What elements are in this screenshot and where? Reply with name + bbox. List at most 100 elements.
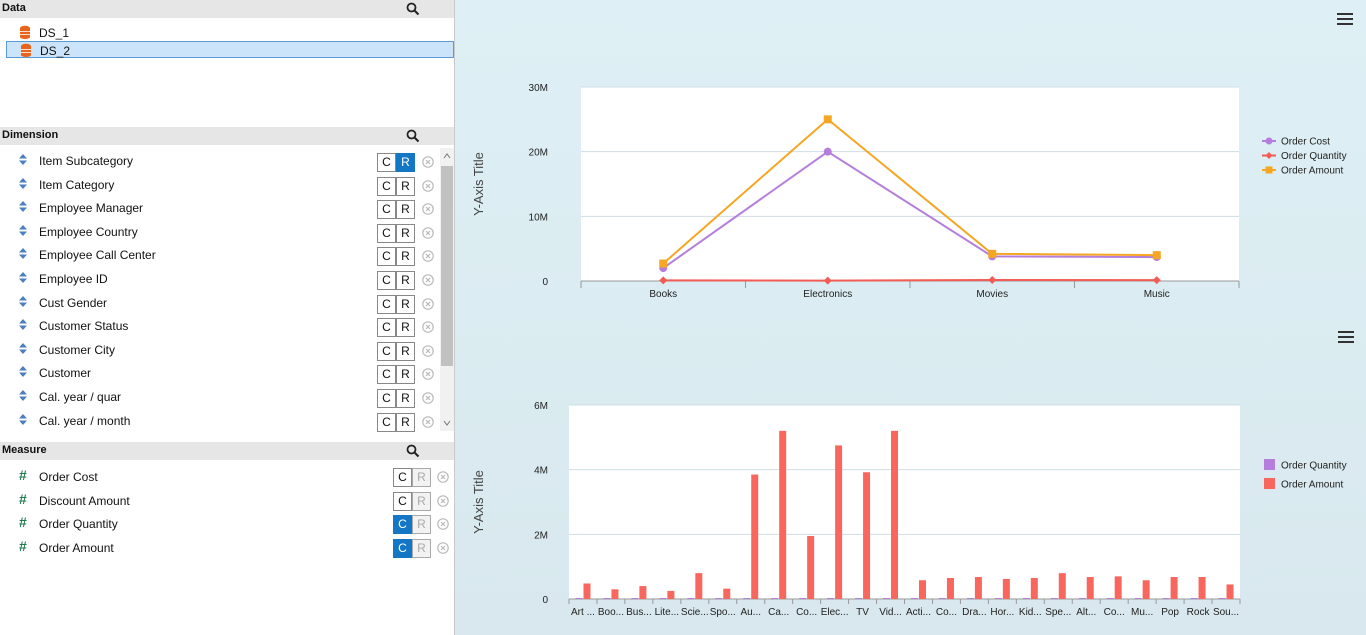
remove-icon[interactable] bbox=[437, 471, 449, 483]
measure-item[interactable]: # Order Amount C R bbox=[0, 537, 454, 560]
dataset-item[interactable]: DS_1 bbox=[6, 24, 454, 41]
bar[interactable] bbox=[863, 472, 871, 599]
bar[interactable] bbox=[994, 598, 1002, 599]
data-point[interactable] bbox=[823, 147, 832, 156]
dimension-item[interactable]: Employee ID C R bbox=[0, 269, 440, 292]
measure-item[interactable]: # Discount Amount C R bbox=[0, 490, 454, 513]
bar[interactable] bbox=[603, 598, 611, 599]
bar[interactable] bbox=[883, 598, 891, 599]
bar[interactable] bbox=[1142, 580, 1150, 599]
bar[interactable] bbox=[1058, 573, 1066, 599]
chart-menu-icon[interactable] bbox=[1337, 12, 1353, 26]
row-toggle-button[interactable]: R bbox=[396, 341, 415, 361]
remove-icon[interactable] bbox=[437, 541, 449, 554]
sort-icon[interactable] bbox=[18, 224, 28, 238]
remove-icon[interactable] bbox=[422, 250, 434, 263]
chevron-up-icon[interactable] bbox=[443, 152, 451, 160]
bar[interactable] bbox=[779, 430, 787, 599]
bar[interactable] bbox=[938, 598, 946, 599]
dimension-item[interactable]: Item Subcategory C R bbox=[0, 151, 440, 174]
bar[interactable] bbox=[1086, 577, 1094, 599]
column-toggle-button[interactable]: C bbox=[377, 176, 396, 196]
bar[interactable] bbox=[687, 598, 695, 599]
row-toggle-button[interactable]: R bbox=[396, 223, 415, 243]
row-toggle-button[interactable]: R bbox=[412, 515, 431, 534]
bar[interactable] bbox=[1226, 584, 1234, 599]
bar[interactable] bbox=[1190, 598, 1198, 599]
bar[interactable] bbox=[807, 535, 815, 599]
data-point[interactable] bbox=[659, 276, 668, 285]
data-point[interactable] bbox=[823, 115, 832, 124]
chevron-down-icon[interactable] bbox=[443, 419, 451, 427]
bar[interactable] bbox=[723, 588, 731, 599]
sort-icon[interactable] bbox=[18, 389, 28, 403]
remove-icon[interactable] bbox=[422, 321, 434, 333]
remove-icon[interactable] bbox=[422, 415, 434, 428]
dimension-item[interactable]: Customer Status C R bbox=[0, 316, 440, 339]
row-toggle-button[interactable]: R bbox=[396, 271, 415, 290]
bar[interactable] bbox=[575, 598, 583, 599]
bar[interactable] bbox=[1050, 598, 1058, 599]
data-point[interactable] bbox=[823, 276, 832, 285]
bar[interactable] bbox=[715, 598, 723, 599]
data-point[interactable] bbox=[659, 259, 668, 268]
dimension-item[interactable]: Cust Gender C R bbox=[0, 293, 440, 316]
row-toggle-button[interactable]: R bbox=[396, 176, 415, 196]
bar[interactable] bbox=[611, 589, 619, 599]
sort-icon[interactable] bbox=[18, 247, 28, 261]
bar[interactable] bbox=[966, 598, 974, 599]
bar[interactable] bbox=[835, 445, 843, 599]
bar[interactable] bbox=[631, 598, 639, 599]
column-toggle-button[interactable]: C bbox=[393, 538, 412, 558]
bar[interactable] bbox=[771, 598, 779, 599]
remove-icon[interactable] bbox=[422, 392, 434, 404]
column-toggle-button[interactable]: C bbox=[393, 515, 412, 534]
column-toggle-button[interactable]: C bbox=[377, 271, 396, 290]
remove-icon[interactable] bbox=[422, 156, 434, 168]
row-toggle-button[interactable]: R bbox=[396, 318, 415, 338]
dimension-item[interactable]: Item Category C R bbox=[0, 175, 440, 198]
bar[interactable] bbox=[751, 474, 759, 599]
data-point[interactable] bbox=[1152, 276, 1161, 285]
row-toggle-button[interactable]: R bbox=[396, 389, 415, 408]
search-icon[interactable] bbox=[406, 2, 420, 16]
bar[interactable] bbox=[974, 577, 982, 599]
row-toggle-button[interactable]: R bbox=[396, 200, 415, 220]
bar[interactable] bbox=[918, 580, 926, 599]
bar[interactable] bbox=[1030, 577, 1038, 599]
column-toggle-button[interactable]: C bbox=[377, 223, 396, 243]
row-toggle-button[interactable]: R bbox=[396, 153, 415, 172]
bar[interactable] bbox=[1170, 577, 1178, 599]
bar[interactable] bbox=[1106, 598, 1114, 599]
sort-icon[interactable] bbox=[18, 318, 28, 332]
row-toggle-button[interactable]: R bbox=[412, 491, 431, 511]
bar[interactable] bbox=[799, 598, 807, 599]
remove-icon[interactable] bbox=[422, 368, 434, 381]
dimension-scrollbar[interactable] bbox=[440, 148, 454, 431]
dimension-item[interactable]: Customer City C R bbox=[0, 340, 440, 363]
bar[interactable] bbox=[1134, 598, 1142, 599]
bar[interactable] bbox=[1002, 578, 1010, 599]
row-toggle-button[interactable]: R bbox=[396, 365, 415, 385]
chart-menu-icon[interactable] bbox=[1338, 330, 1354, 344]
bar[interactable] bbox=[1218, 598, 1226, 599]
sort-icon[interactable] bbox=[18, 271, 28, 285]
measure-item[interactable]: # Order Cost C R bbox=[0, 466, 454, 489]
data-point[interactable] bbox=[988, 249, 997, 258]
remove-icon[interactable] bbox=[422, 179, 434, 192]
bar[interactable] bbox=[1078, 598, 1086, 599]
remove-icon[interactable] bbox=[422, 274, 434, 286]
column-toggle-button[interactable]: C bbox=[393, 468, 412, 487]
remove-icon[interactable] bbox=[422, 344, 434, 357]
row-toggle-button[interactable]: R bbox=[412, 468, 431, 487]
bar[interactable] bbox=[855, 598, 863, 599]
sort-icon[interactable] bbox=[18, 295, 28, 309]
dimension-item[interactable]: Customer C R bbox=[0, 363, 440, 386]
sort-icon[interactable] bbox=[18, 177, 28, 191]
column-toggle-button[interactable]: C bbox=[377, 389, 396, 408]
scrollbar-thumb[interactable] bbox=[441, 166, 453, 366]
dimension-item[interactable]: Cal. year / quar C R bbox=[0, 387, 440, 410]
remove-icon[interactable] bbox=[422, 226, 434, 239]
column-toggle-button[interactable]: C bbox=[377, 412, 396, 432]
column-toggle-button[interactable]: C bbox=[377, 200, 396, 220]
